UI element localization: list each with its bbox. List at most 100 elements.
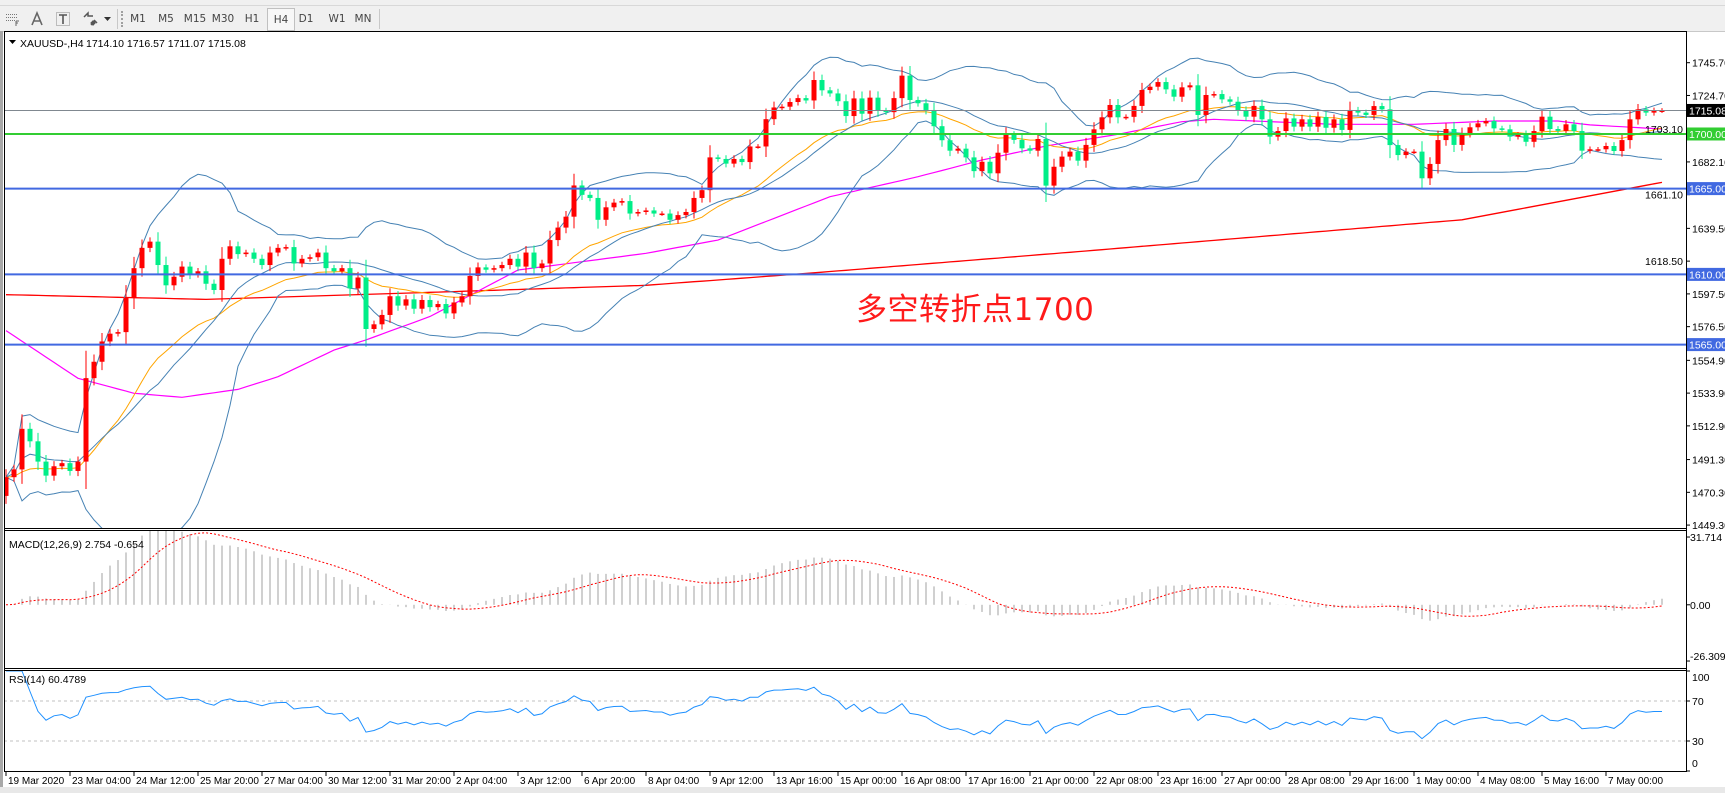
- candle[interactable]: [475, 262, 481, 281]
- candle[interactable]: [1619, 134, 1625, 157]
- candle[interactable]: [763, 108, 769, 158]
- candle[interactable]: [1579, 122, 1585, 159]
- candle[interactable]: [1323, 111, 1329, 134]
- candle[interactable]: [1451, 121, 1457, 153]
- candle[interactable]: [1355, 106, 1361, 116]
- candle[interactable]: [707, 145, 713, 203]
- candle[interactable]: [1299, 114, 1305, 132]
- candle[interactable]: [315, 248, 321, 261]
- candle[interactable]: [1643, 106, 1649, 116]
- candle[interactable]: [1267, 111, 1273, 145]
- candle[interactable]: [1027, 145, 1033, 154]
- candle[interactable]: [1411, 149, 1417, 154]
- candle[interactable]: [731, 155, 737, 168]
- candle[interactable]: [1003, 127, 1009, 161]
- candle[interactable]: [803, 95, 809, 104]
- candle[interactable]: [19, 414, 25, 484]
- candle[interactable]: [795, 94, 801, 106]
- candle[interactable]: [1651, 107, 1657, 116]
- candle[interactable]: [1067, 147, 1073, 161]
- candle[interactable]: [1547, 110, 1553, 136]
- candle[interactable]: [947, 134, 953, 157]
- candle[interactable]: [1531, 125, 1537, 148]
- candle[interactable]: [659, 211, 665, 216]
- candle[interactable]: [11, 464, 17, 482]
- candle[interactable]: [331, 264, 337, 275]
- candle[interactable]: [1563, 120, 1569, 136]
- candle[interactable]: [1507, 124, 1513, 142]
- candle[interactable]: [979, 156, 985, 177]
- candle[interactable]: [1419, 141, 1425, 189]
- candle[interactable]: [267, 246, 273, 272]
- candle[interactable]: [403, 295, 409, 310]
- candle[interactable]: [1627, 110, 1633, 149]
- candle[interactable]: [547, 230, 553, 273]
- candle[interactable]: [1115, 98, 1121, 124]
- candle[interactable]: [1227, 96, 1233, 105]
- candle[interactable]: [555, 221, 561, 247]
- candle[interactable]: [539, 259, 545, 272]
- candle[interactable]: [1307, 114, 1313, 132]
- timeframe-mn-button[interactable]: MN: [354, 12, 372, 25]
- chart-annotation-text[interactable]: 多空转折点1700: [856, 292, 1095, 328]
- candle[interactable]: [67, 458, 73, 476]
- candle[interactable]: [1571, 119, 1577, 136]
- timeframe-d1-button[interactable]: D1: [298, 12, 314, 25]
- candle[interactable]: [1635, 104, 1641, 125]
- candle[interactable]: [531, 245, 537, 276]
- candle[interactable]: [187, 261, 193, 280]
- timeframe-w1-button[interactable]: W1: [328, 12, 346, 25]
- timeframe-m15-button[interactable]: M15: [183, 12, 207, 25]
- candle[interactable]: [587, 191, 593, 202]
- candle[interactable]: [435, 300, 441, 311]
- candle[interactable]: [491, 265, 497, 273]
- candle[interactable]: [875, 91, 881, 117]
- candle[interactable]: [987, 155, 993, 180]
- candle[interactable]: [395, 291, 401, 311]
- candle[interactable]: [1555, 126, 1561, 134]
- candle[interactable]: [899, 66, 905, 108]
- candle[interactable]: [1155, 78, 1161, 91]
- candle[interactable]: [1083, 137, 1089, 168]
- candle[interactable]: [307, 254, 313, 262]
- text-label-icon[interactable]: [52, 8, 74, 29]
- chevron-down-icon[interactable]: [102, 8, 114, 29]
- candle[interactable]: [851, 90, 857, 124]
- candle[interactable]: [1235, 96, 1241, 116]
- candle[interactable]: [107, 328, 113, 347]
- candle[interactable]: [723, 155, 729, 168]
- candle[interactable]: [251, 248, 257, 264]
- candle[interactable]: [1339, 113, 1345, 136]
- candle[interactable]: [1403, 148, 1409, 159]
- candle[interactable]: [1259, 99, 1265, 126]
- candle[interactable]: [811, 71, 817, 109]
- candle[interactable]: [507, 254, 513, 270]
- candle[interactable]: [275, 244, 281, 257]
- period-separators-icon[interactable]: [2, 8, 24, 29]
- candle[interactable]: [123, 285, 129, 345]
- candle[interactable]: [563, 211, 569, 234]
- candle[interactable]: [571, 173, 577, 229]
- candle[interactable]: [1483, 118, 1489, 127]
- candle[interactable]: [35, 432, 41, 471]
- candle[interactable]: [355, 271, 361, 295]
- candle[interactable]: [1459, 127, 1465, 151]
- candle[interactable]: [139, 239, 145, 277]
- candle[interactable]: [715, 154, 721, 162]
- candle[interactable]: [147, 237, 153, 253]
- candle[interactable]: [1347, 101, 1353, 139]
- candle[interactable]: [891, 91, 897, 119]
- text-tool-icon[interactable]: [26, 8, 48, 29]
- candle[interactable]: [1291, 113, 1297, 132]
- price-chart[interactable]: 1745.70 1724.70 1703.10 1682.10 1661.10 1639.…: [0, 31, 1725, 787]
- candle[interactable]: [827, 87, 833, 97]
- candle[interactable]: [483, 264, 489, 273]
- candle[interactable]: [1107, 98, 1113, 124]
- candle[interactable]: [419, 295, 425, 314]
- candle[interactable]: [1331, 114, 1337, 133]
- candle[interactable]: [1163, 77, 1169, 94]
- candle[interactable]: [1131, 100, 1137, 123]
- candle[interactable]: [427, 295, 433, 312]
- candle[interactable]: [459, 292, 465, 307]
- candle[interactable]: [83, 350, 89, 489]
